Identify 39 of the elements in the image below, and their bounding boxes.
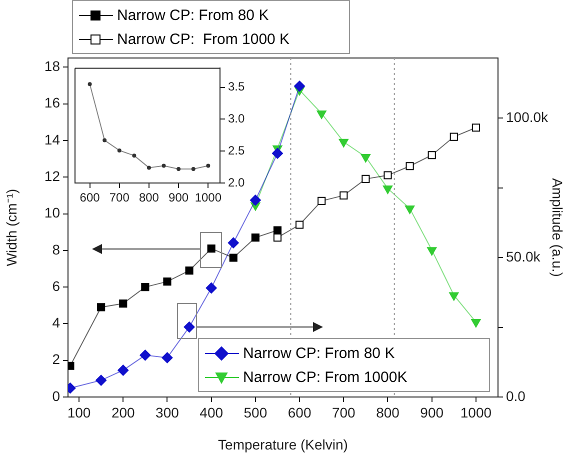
y-tick-label: 0	[52, 388, 60, 404]
legend-label: Narrow CP: From 1000K	[243, 368, 408, 386]
y-tick-label: 12	[44, 168, 60, 184]
legend-label: Narrow CP: From 80 K	[117, 6, 269, 24]
x-tick-label: 1000	[194, 190, 222, 205]
y-tick-label: 16	[44, 94, 60, 111]
x-tick-label: 300	[156, 404, 180, 420]
x-tick-label: 800	[138, 190, 160, 205]
y-tick-label: 4	[52, 314, 60, 331]
y2-tick-label: 2.0	[228, 175, 246, 190]
x-tick-label: 200	[111, 404, 136, 420]
y-tick-label: 8	[52, 241, 60, 258]
y-tick-label: 14	[44, 131, 60, 148]
x-axis-title: Temperature (Kelvin)	[218, 436, 348, 452]
y2-tick-label: 100.0k	[506, 109, 550, 126]
x-tick-label: 700	[332, 404, 356, 420]
x-tick-label: 600	[80, 190, 100, 205]
y-tick-label: 10	[44, 204, 60, 221]
x-tick-label: 700	[109, 190, 130, 205]
x-tick-label: 900	[168, 190, 189, 205]
legend-label: Narrow CP: From 1000 K	[117, 30, 290, 48]
y2-tick-label: 3.0	[228, 112, 246, 126]
y2-tick-label: 2.5	[228, 143, 246, 158]
x-tick-label: 900	[420, 404, 444, 420]
y2-tick-label: 50.0k	[506, 248, 542, 264]
x-tick-label: 800	[376, 404, 400, 420]
y2-tick-label: 3.5	[228, 80, 246, 94]
x-tick-label: 400	[200, 404, 224, 420]
y2-axis-title: Amplitude (a.u.)	[550, 178, 566, 277]
y-axis-title: Width (cm⁻¹)	[3, 188, 20, 266]
y-tick-label: 2	[52, 351, 60, 368]
x-tick-label: 600	[288, 404, 312, 420]
y-tick-label: 18	[44, 58, 60, 74]
x-tick-label: 100	[67, 404, 91, 420]
x-tick-label: 1000	[460, 404, 492, 420]
legend-label: Narrow CP: From 80 K	[243, 344, 395, 362]
y2-tick-label: 0.0	[506, 388, 526, 404]
y-tick-label: 6	[52, 278, 60, 294]
x-tick-label: 500	[244, 404, 268, 420]
